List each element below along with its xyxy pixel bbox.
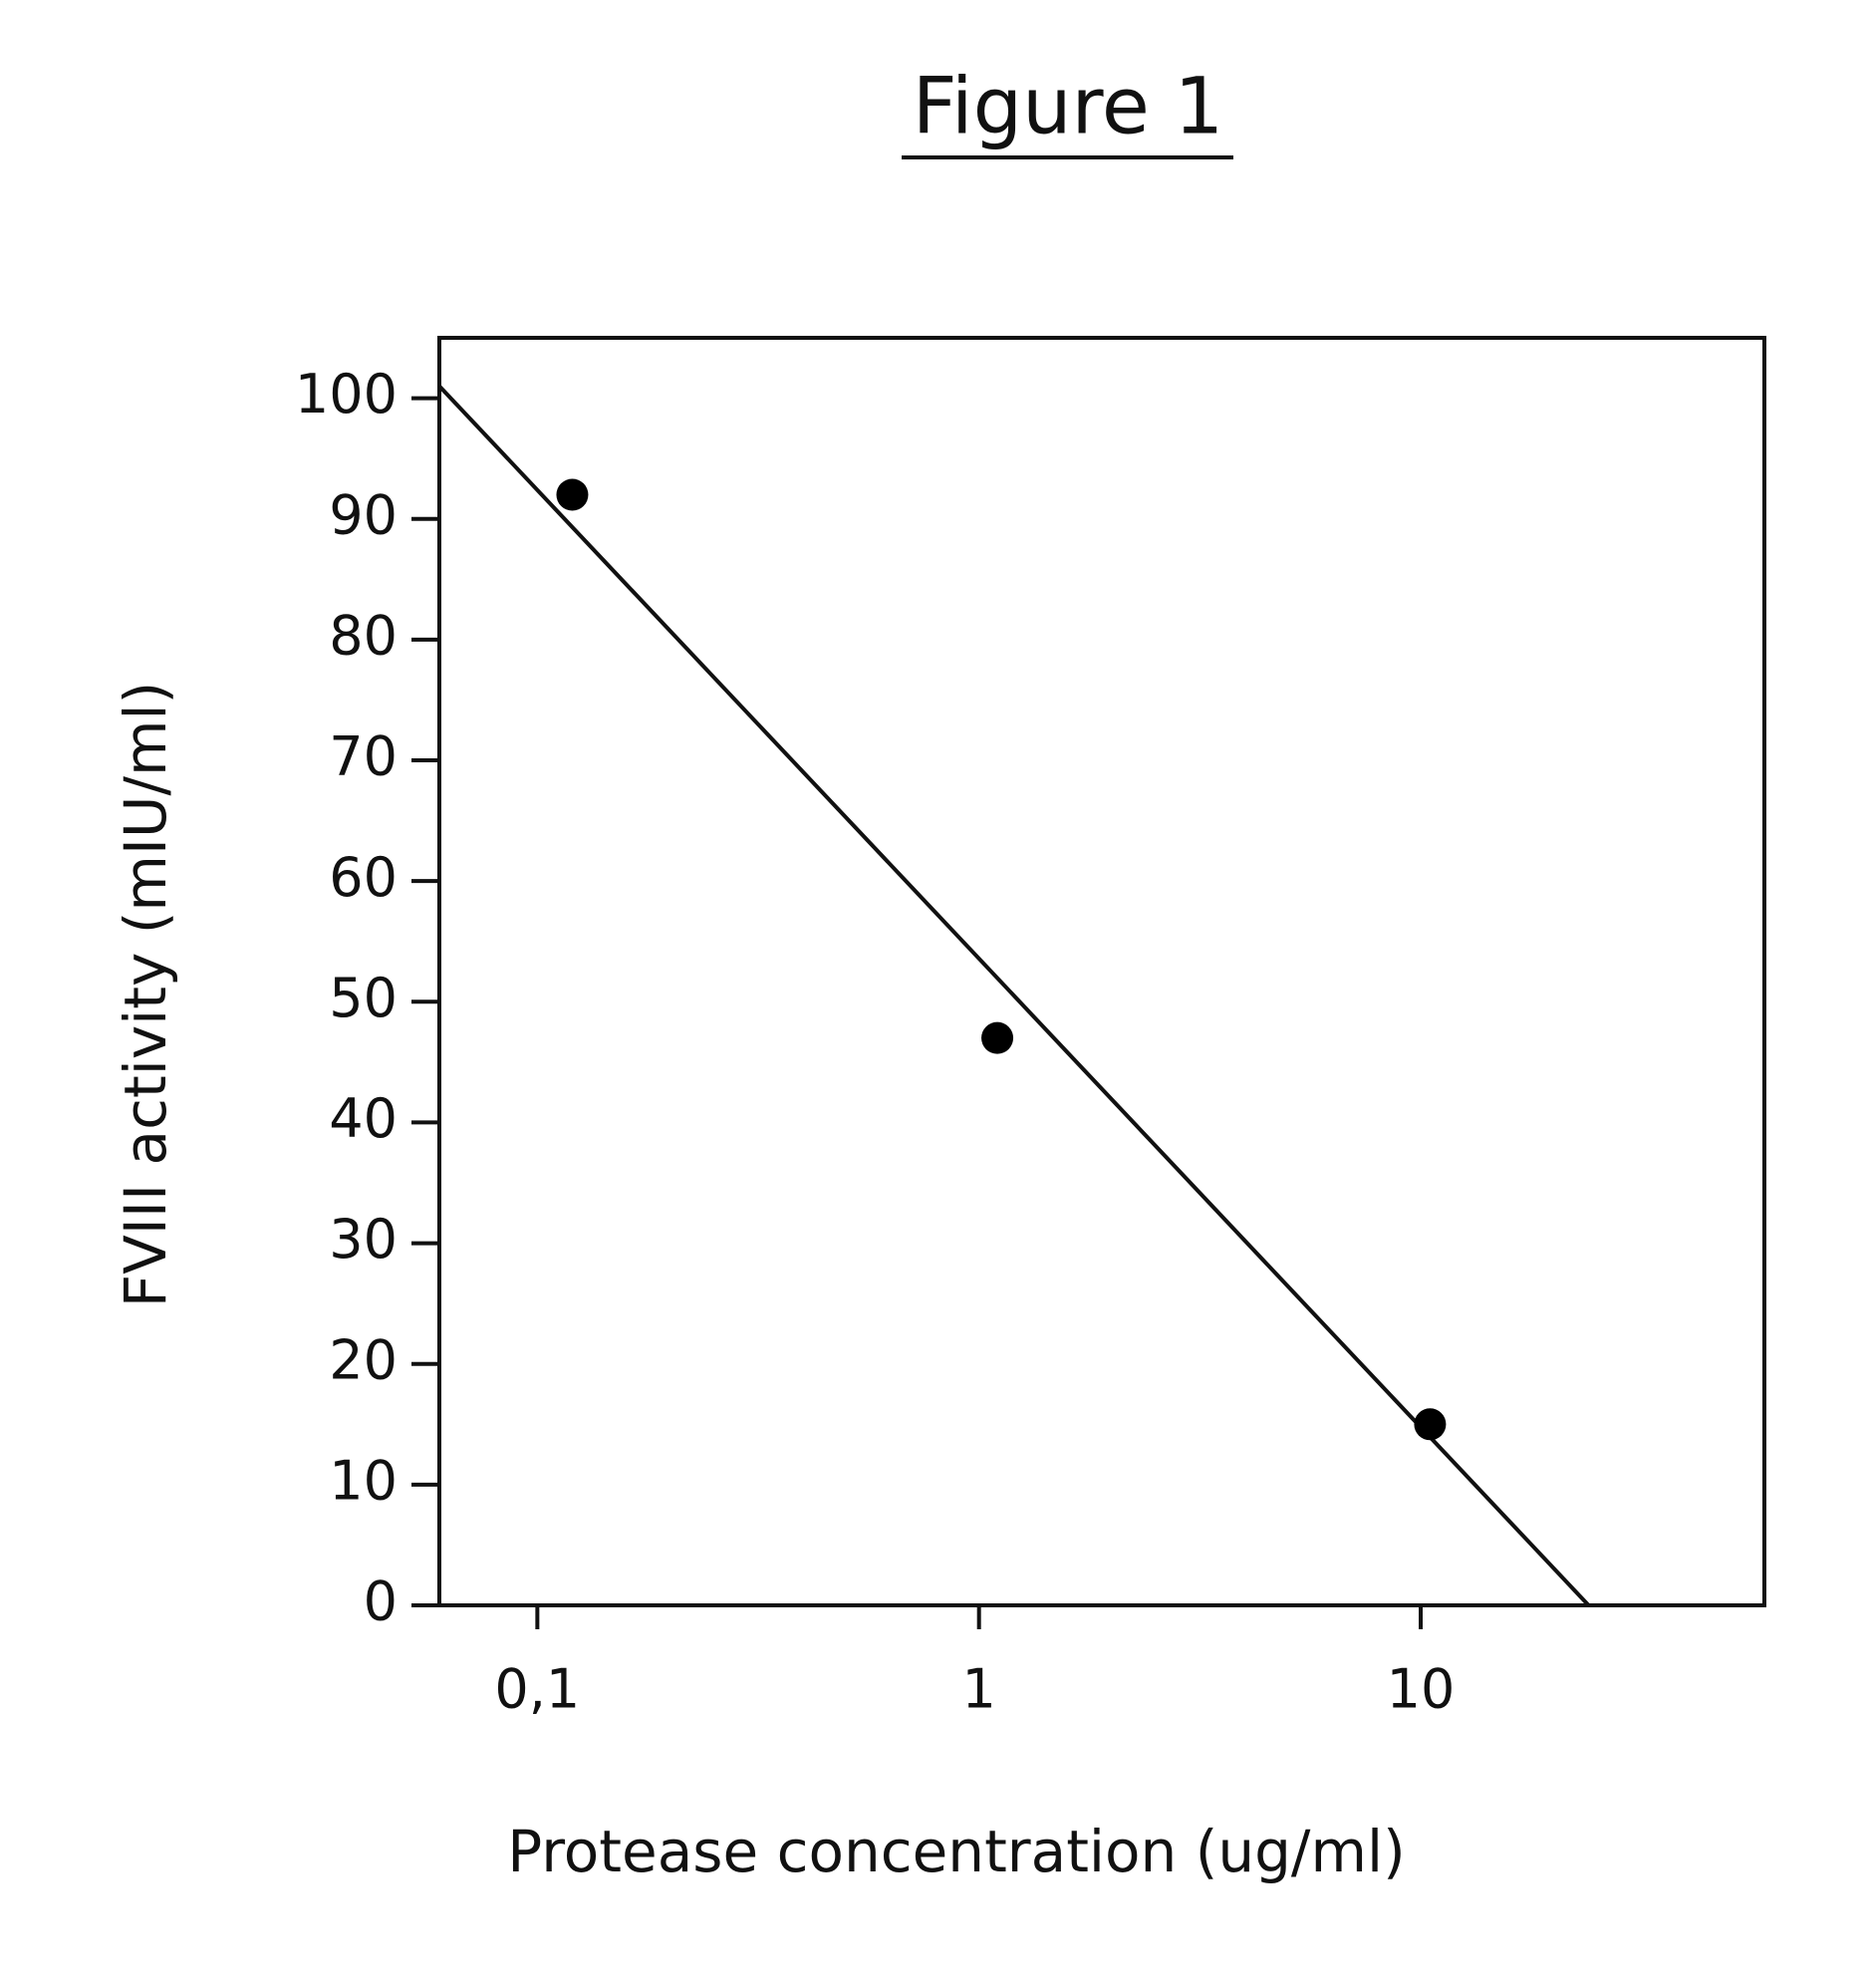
data-point (556, 478, 588, 510)
y-tick-label: 100 (295, 363, 398, 426)
y-tick-label: 20 (329, 1328, 398, 1391)
data-point (981, 1022, 1013, 1054)
y-tick-label: 50 (329, 967, 398, 1029)
x-axis-label: Protease concentration (ug/ml) (507, 1818, 1405, 1885)
y-tick-label: 80 (329, 604, 398, 667)
chart-title: Figure 1 (913, 62, 1224, 151)
y-tick-label: 10 (329, 1449, 398, 1512)
y-tick-label: 30 (329, 1208, 398, 1271)
y-tick-label: 0 (364, 1570, 398, 1633)
x-tick-label: 1 (962, 1658, 996, 1721)
y-tick-label: 40 (329, 1087, 398, 1150)
plot-frame (439, 338, 1764, 1605)
x-tick-label: 0,1 (494, 1658, 580, 1721)
data-point (1414, 1408, 1446, 1440)
x-tick-label: 10 (1387, 1658, 1456, 1721)
chart: Figure 1 Protease concentration (ug/ml) … (0, 0, 1868, 1988)
y-tick-label: 60 (329, 846, 398, 909)
y-tick-label: 90 (329, 483, 398, 546)
y-axis-label: FVIII activity (mIU/ml) (112, 682, 179, 1307)
y-tick-label: 70 (329, 725, 398, 788)
